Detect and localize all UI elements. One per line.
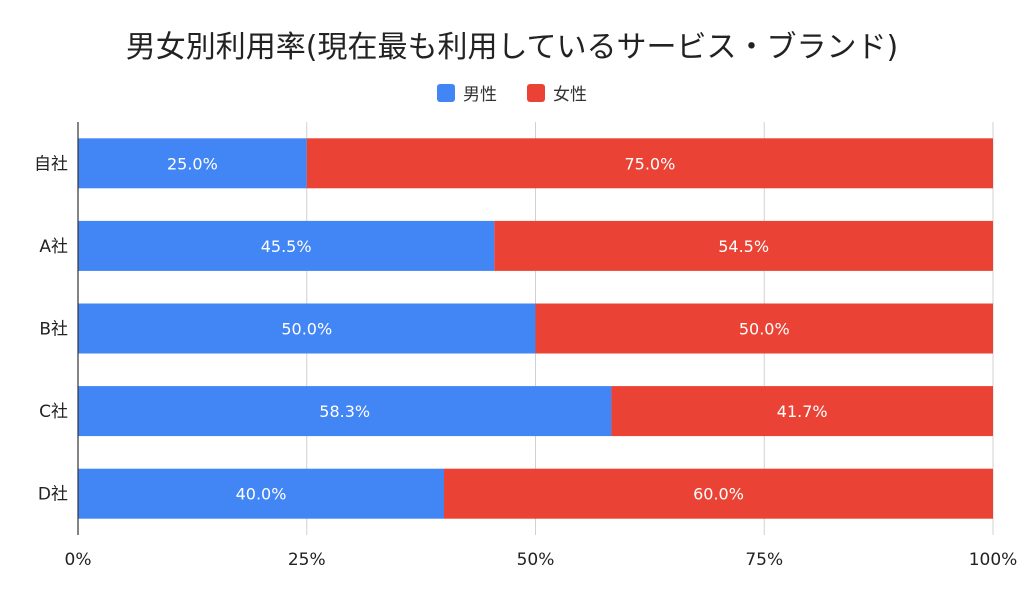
data-label: 25.0% [167,154,218,173]
y-tick-label: A社 [39,237,68,257]
y-tick-label: C社 [39,402,68,422]
y-tick-label: 自社 [34,154,68,174]
legend-item-male: 男性 [437,80,497,105]
x-tick-label: 75% [745,550,783,570]
x-tick-label: 25% [288,550,326,570]
x-tick-label: 50% [517,550,555,570]
legend-item-female: 女性 [527,80,587,105]
chart-title: 男女別利用率(現在最も利用しているサービス・ブランド) [125,30,899,65]
bar-female [535,303,993,354]
bar-female [611,386,993,437]
y-tick-label: B社 [39,320,68,340]
data-label: 58.3% [319,402,370,421]
x-tick-label: 100% [969,550,1018,570]
legend-swatch-female [527,83,545,102]
bar-male [78,303,536,354]
data-label: 40.0% [236,485,287,504]
legend-swatch-male [437,83,455,102]
data-label: 54.5% [718,237,769,256]
data-label: 75.0% [624,154,675,173]
y-tick-label: D社 [38,485,68,505]
bar-male [78,386,612,437]
bar-female [444,468,993,519]
data-label: 50.0% [739,320,790,339]
data-label: 41.7% [777,402,828,421]
data-label: 50.0% [281,320,332,339]
data-label: 45.5% [261,237,312,256]
bar-male [78,220,495,271]
bar-male [78,138,307,189]
legend-label-female: 女性 [553,85,587,105]
legend: 男性 女性 [0,80,1024,105]
bar-female [494,220,993,271]
bar-female [306,138,993,189]
legend-label-male: 男性 [463,85,497,105]
data-label: 60.0% [693,485,744,504]
bar-male [78,468,444,519]
x-tick-label: 0% [65,550,92,570]
